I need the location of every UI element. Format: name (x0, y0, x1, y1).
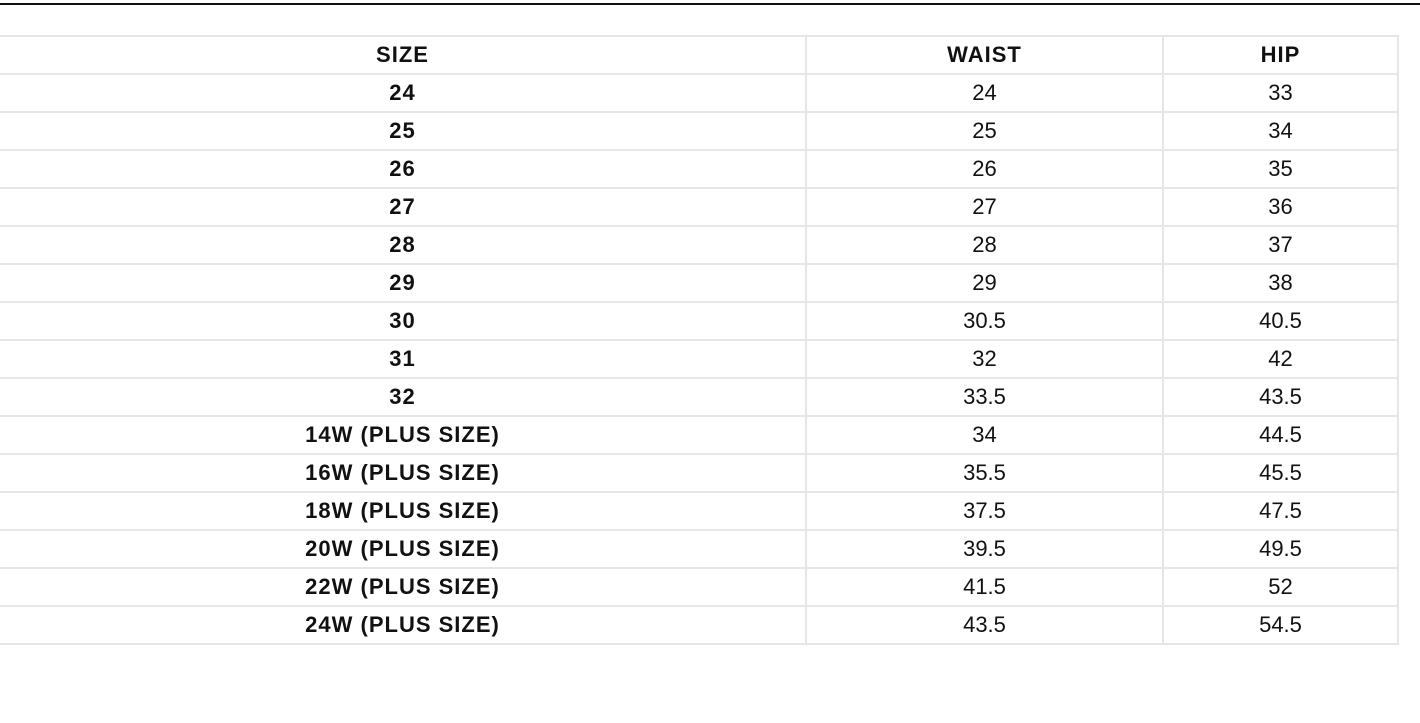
size-cell: 24W (PLUS SIZE) (0, 605, 807, 645)
hip-cell: 49.5 (1162, 529, 1399, 569)
size-cell: 26 (0, 149, 807, 189)
size-cell: 32 (0, 377, 807, 417)
top-divider (0, 3, 1420, 5)
table-body: 24 24 33 25 25 34 26 26 35 27 27 36 28 28 37 29 29 38 30 30… (0, 73, 1399, 645)
hip-cell: 42 (1162, 339, 1399, 379)
waist-cell: 34 (805, 415, 1164, 455)
waist-cell: 24 (805, 73, 1164, 113)
table-row: 24 24 33 (0, 73, 1399, 113)
size-cell: 30 (0, 301, 807, 341)
size-chart-table: SIZE WAIST HIP 24 24 33 25 25 34 26 26 35 27 27 36 2… (0, 35, 1399, 645)
header-waist: WAIST (805, 35, 1164, 75)
hip-cell: 36 (1162, 187, 1399, 227)
waist-cell: 29 (805, 263, 1164, 303)
size-cell: 22W (PLUS SIZE) (0, 567, 807, 607)
hip-cell: 44.5 (1162, 415, 1399, 455)
table-row: 24W (PLUS SIZE) 43.5 54.5 (0, 605, 1399, 645)
size-cell: 27 (0, 187, 807, 227)
table-row: 28 28 37 (0, 225, 1399, 265)
waist-cell: 39.5 (805, 529, 1164, 569)
size-cell: 20W (PLUS SIZE) (0, 529, 807, 569)
table-row: 25 25 34 (0, 111, 1399, 151)
waist-cell: 37.5 (805, 491, 1164, 531)
table-row: 22W (PLUS SIZE) 41.5 52 (0, 567, 1399, 607)
hip-cell: 54.5 (1162, 605, 1399, 645)
hip-cell: 43.5 (1162, 377, 1399, 417)
waist-cell: 33.5 (805, 377, 1164, 417)
size-cell: 28 (0, 225, 807, 265)
table-row: 14W (PLUS SIZE) 34 44.5 (0, 415, 1399, 455)
size-cell: 31 (0, 339, 807, 379)
table-row: 26 26 35 (0, 149, 1399, 189)
table-row: 29 29 38 (0, 263, 1399, 303)
hip-cell: 34 (1162, 111, 1399, 151)
hip-cell: 37 (1162, 225, 1399, 265)
waist-cell: 43.5 (805, 605, 1164, 645)
size-cell: 14W (PLUS SIZE) (0, 415, 807, 455)
hip-cell: 35 (1162, 149, 1399, 189)
table-row: 31 32 42 (0, 339, 1399, 379)
waist-cell: 41.5 (805, 567, 1164, 607)
hip-cell: 47.5 (1162, 491, 1399, 531)
waist-cell: 30.5 (805, 301, 1164, 341)
header-hip: HIP (1162, 35, 1399, 75)
table-row: 30 30.5 40.5 (0, 301, 1399, 341)
waist-cell: 28 (805, 225, 1164, 265)
hip-cell: 40.5 (1162, 301, 1399, 341)
waist-cell: 32 (805, 339, 1164, 379)
table-row: 16W (PLUS SIZE) 35.5 45.5 (0, 453, 1399, 493)
table-row: 32 33.5 43.5 (0, 377, 1399, 417)
table-row: 20W (PLUS SIZE) 39.5 49.5 (0, 529, 1399, 569)
size-cell: 24 (0, 73, 807, 113)
hip-cell: 45.5 (1162, 453, 1399, 493)
table-row: 27 27 36 (0, 187, 1399, 227)
table-row: 18W (PLUS SIZE) 37.5 47.5 (0, 491, 1399, 531)
size-cell: 16W (PLUS SIZE) (0, 453, 807, 493)
table-header-row: SIZE WAIST HIP (0, 35, 1399, 75)
waist-cell: 35.5 (805, 453, 1164, 493)
waist-cell: 26 (805, 149, 1164, 189)
size-cell: 25 (0, 111, 807, 151)
hip-cell: 38 (1162, 263, 1399, 303)
hip-cell: 52 (1162, 567, 1399, 607)
size-cell: 29 (0, 263, 807, 303)
waist-cell: 25 (805, 111, 1164, 151)
waist-cell: 27 (805, 187, 1164, 227)
size-cell: 18W (PLUS SIZE) (0, 491, 807, 531)
hip-cell: 33 (1162, 73, 1399, 113)
header-size: SIZE (0, 35, 807, 75)
